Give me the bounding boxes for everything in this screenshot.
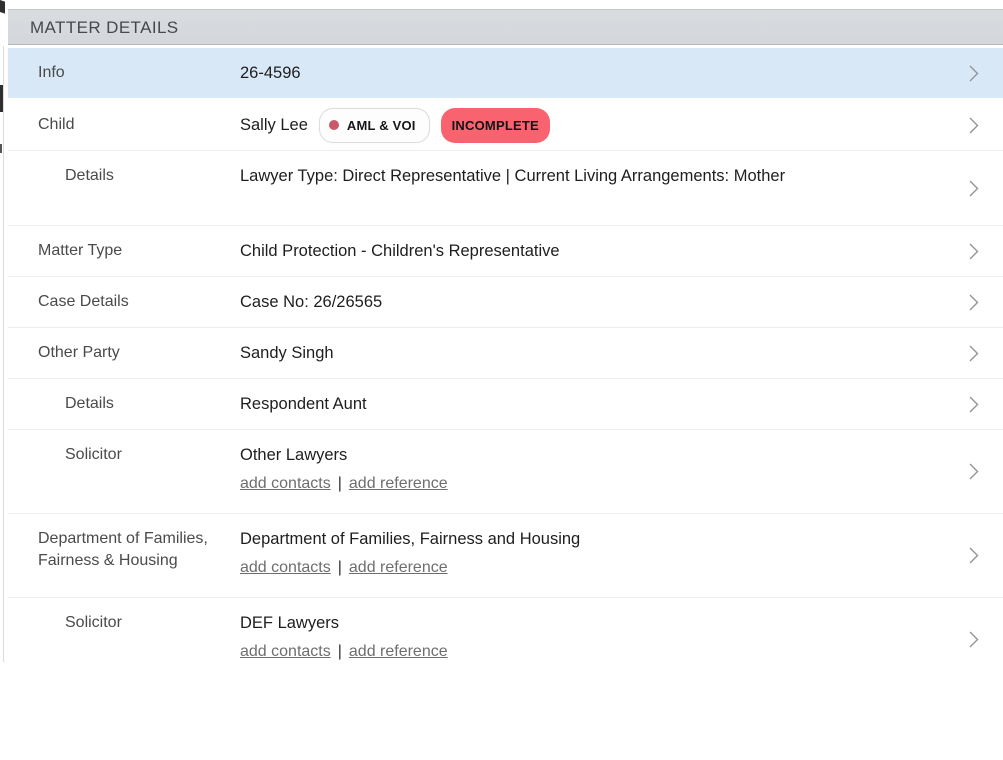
row-value: Other Lawyers	[240, 446, 348, 464]
row-value: Lawyer Type: Direct Representative | Cur…	[240, 167, 786, 185]
add-contacts-link[interactable]: add contacts	[240, 643, 331, 660]
row-label: Solicitor	[65, 446, 122, 463]
add-contacts-link[interactable]: add contacts	[240, 475, 331, 492]
incomplete-badge: INCOMPLETE	[440, 107, 550, 143]
screen-edge-artifact	[0, 144, 2, 153]
panel-title: MATTER DETAILS	[8, 9, 1003, 45]
row-label: Details	[65, 167, 114, 184]
screen-edge-divider	[3, 46, 4, 662]
matter-rows: Info 26-4596 Child Sally Lee AML & VOI I…	[8, 48, 1003, 681]
chevron-right-icon[interactable]	[945, 100, 1003, 150]
chevron-right-icon[interactable]	[945, 277, 1003, 327]
add-reference-link[interactable]: add reference	[348, 475, 448, 492]
row-value: Sally Lee	[240, 115, 308, 134]
chevron-right-icon[interactable]	[945, 328, 1003, 378]
row-value: Child Protection - Children's Representa…	[240, 241, 560, 260]
chevron-right-icon[interactable]	[945, 598, 1003, 681]
row-department-solicitor[interactable]: Solicitor DEF Lawyers add contacts | add…	[8, 597, 1003, 681]
row-child[interactable]: Child Sally Lee AML & VOI INCOMPLETE	[8, 98, 1003, 150]
row-label: Other Party	[38, 344, 120, 361]
row-value: Respondent Aunt	[240, 394, 367, 413]
row-label: Case Details	[38, 293, 129, 310]
add-reference-link[interactable]: add reference	[348, 559, 448, 576]
chevron-right-icon[interactable]	[945, 514, 1003, 597]
matter-details-panel: MATTER DETAILS Info 26-4596 Child Sally …	[8, 9, 1003, 681]
row-label: Child	[38, 116, 75, 133]
link-separator: |	[337, 475, 342, 492]
row-value: Sandy Singh	[240, 343, 334, 362]
row-label: Department of Families, Fairness & Housi…	[38, 530, 208, 569]
row-other-party[interactable]: Other Party Sandy Singh	[8, 327, 1003, 378]
row-label: Info	[38, 64, 65, 81]
badge-label: AML & VOI	[346, 117, 416, 133]
row-label: Matter Type	[38, 242, 123, 259]
row-matter-type[interactable]: Matter Type Child Protection - Children'…	[8, 225, 1003, 276]
row-label: Solicitor	[65, 614, 122, 631]
badge-label: INCOMPLETE	[451, 117, 539, 133]
row-other-party-solicitor[interactable]: Solicitor Other Lawyers add contacts | a…	[8, 429, 1003, 513]
row-case-details[interactable]: Case Details Case No: 26/26565	[8, 276, 1003, 327]
row-label: Details	[65, 395, 114, 412]
row-department[interactable]: Department of Families, Fairness & Housi…	[8, 513, 1003, 597]
chevron-right-icon[interactable]	[945, 379, 1003, 429]
row-value: Department of Families, Fairness and Hou…	[240, 530, 581, 548]
row-value: DEF Lawyers	[240, 614, 340, 632]
chevron-right-icon[interactable]	[945, 430, 1003, 513]
row-info[interactable]: Info 26-4596	[8, 48, 1003, 98]
chevron-right-icon[interactable]	[945, 226, 1003, 276]
screen-edge-artifact	[0, 85, 3, 112]
screen-edge-artifact	[0, 0, 5, 14]
link-separator: |	[337, 559, 342, 576]
aml-voi-badge: AML & VOI	[318, 107, 430, 143]
add-contacts-link[interactable]: add contacts	[240, 559, 331, 576]
link-separator: |	[337, 643, 342, 660]
chevron-right-icon[interactable]	[945, 151, 1003, 225]
status-dot-icon	[328, 120, 339, 130]
row-child-details[interactable]: Details Lawyer Type: Direct Representati…	[8, 150, 1003, 225]
row-value: Case No: 26/26565	[240, 292, 383, 311]
row-other-party-details[interactable]: Details Respondent Aunt	[8, 378, 1003, 429]
row-value: 26-4596	[240, 63, 301, 82]
add-reference-link[interactable]: add reference	[348, 643, 448, 660]
chevron-right-icon[interactable]	[945, 48, 1003, 98]
